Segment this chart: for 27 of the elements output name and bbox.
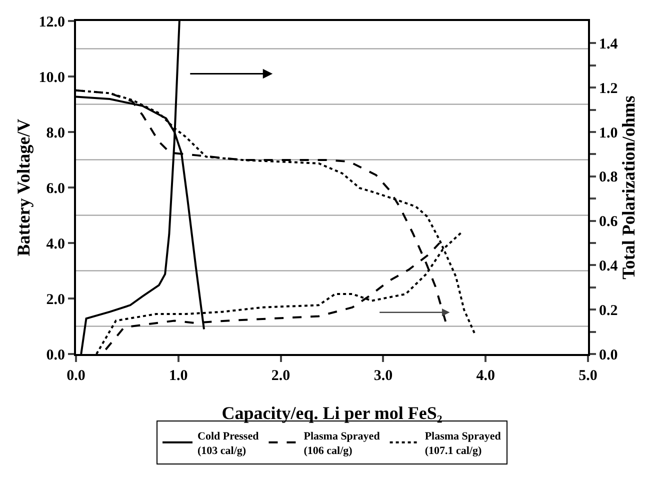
- y2-tick-label: 0.2: [599, 302, 618, 319]
- y2-tick-label: 1.2: [599, 80, 618, 97]
- y2-tick-label: 0.4: [599, 258, 618, 274]
- y-tick-label: 0.0: [46, 347, 65, 364]
- y2-tick-label: 1.4: [599, 36, 618, 52]
- y2-tick-label: 0.6: [599, 214, 618, 230]
- legend-label: Plasma Sprayed (106 cal/g): [304, 430, 380, 457]
- y-tick-label: 8.0: [46, 125, 65, 142]
- y2-axis-title: Total Polarization/ohms: [618, 96, 638, 280]
- y2-tick-label: 1.0: [599, 125, 618, 142]
- x-axis-title: Capacity/eq. Li per mol FeS₂: [222, 403, 442, 423]
- x-tick-label: 4.0: [476, 368, 495, 384]
- y-tick-label: 4.0: [46, 236, 65, 252]
- y-axis-title: Battery Voltage/V: [13, 118, 34, 256]
- x-tick-label: 0.0: [66, 368, 86, 384]
- y-tick-label: 6.0: [46, 180, 65, 197]
- y-tick-label: 10.0: [38, 70, 65, 86]
- y2-tick-label: 0.8: [599, 170, 618, 186]
- y-tick-label: 12.0: [38, 14, 65, 30]
- x-tick-label: 3.0: [374, 368, 393, 384]
- x-tick-label: 2.0: [271, 368, 290, 384]
- legend-label: Cold Pressed (103 cal/g): [198, 430, 259, 457]
- legend-label: Plasma Sprayed (107.1 cal/g): [424, 430, 501, 457]
- x-tick-label: 1.0: [169, 368, 188, 384]
- x-tick-label: 5.0: [578, 368, 598, 384]
- y-tick-label: 2.0: [46, 292, 65, 308]
- y2-tick-label: 0.0: [599, 347, 618, 364]
